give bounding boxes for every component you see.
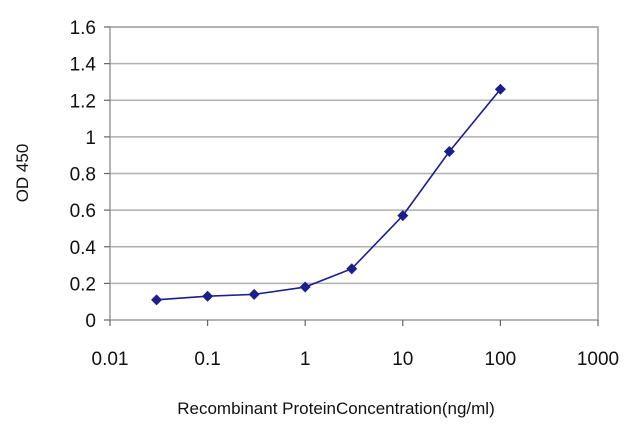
data-point-marker bbox=[494, 83, 506, 95]
data-point-marker bbox=[248, 288, 260, 300]
data-point-marker bbox=[202, 290, 214, 302]
x-tick-label: 1000 bbox=[577, 349, 619, 370]
x-tick-label: 10 bbox=[392, 349, 413, 370]
data-point-marker bbox=[397, 210, 409, 222]
x-axis-ticks: 0.01 0.1 1 10 100 1000 bbox=[92, 320, 619, 370]
y-tick-label: 1.6 bbox=[70, 18, 96, 39]
x-tick-label: 1 bbox=[300, 349, 311, 370]
y-tick-label: 0.2 bbox=[70, 274, 96, 295]
data-series bbox=[151, 83, 506, 306]
y-axis-title: OD 450 bbox=[13, 144, 32, 203]
data-point-marker bbox=[299, 281, 311, 293]
y-axis-ticks: 0 0.2 0.4 0.6 0.8 1 1.2 1.4 1.6 bbox=[70, 18, 110, 332]
y-tick-label: 1.2 bbox=[70, 91, 96, 112]
y-tick-label: 1 bbox=[85, 128, 96, 149]
gridlines bbox=[110, 62, 598, 285]
y-tick-label: 0.8 bbox=[70, 165, 96, 186]
y-tick-label: 0 bbox=[85, 311, 96, 332]
x-tick-label: 0.01 bbox=[92, 349, 129, 370]
y-tick-label: 0.4 bbox=[70, 238, 97, 259]
y-tick-label: 1.4 bbox=[70, 55, 97, 76]
data-point-marker bbox=[443, 146, 455, 158]
data-point-marker bbox=[151, 294, 163, 306]
y-tick-label: 0.6 bbox=[70, 201, 96, 222]
x-axis-title: Recombinant ProteinConcentration(ng/ml) bbox=[177, 399, 495, 418]
x-tick-label: 100 bbox=[485, 349, 517, 370]
x-tick-label: 0.1 bbox=[194, 349, 220, 370]
data-point-marker bbox=[346, 263, 358, 275]
series-line bbox=[156, 88, 502, 301]
